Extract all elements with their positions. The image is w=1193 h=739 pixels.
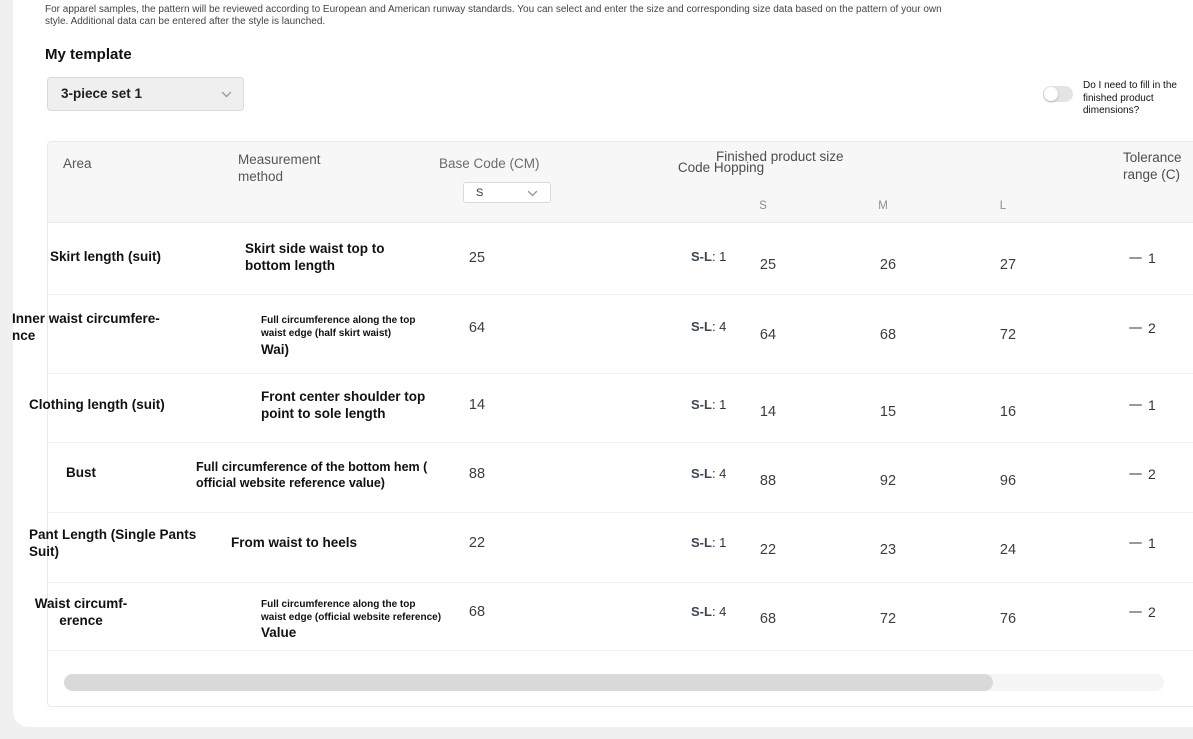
template-select[interactable]: 3-piece set 1 <box>47 77 244 111</box>
base-code-select[interactable]: S <box>463 182 551 203</box>
size-s-value: 22 <box>759 542 777 558</box>
horizontal-scrollbar-thumb[interactable] <box>64 674 993 691</box>
horizontal-scrollbar-track[interactable] <box>64 674 1164 691</box>
tolerance-value[interactable]: 2 <box>1148 466 1156 482</box>
measurement-method-extra: Value <box>261 625 297 640</box>
area-label: Inner waist circumfere-nce <box>12 311 160 343</box>
col-header-measurement-method: Measurement method <box>238 152 321 184</box>
size-l-value: 96 <box>999 473 1017 489</box>
measurement-method-note: Full circumference along the top waist e… <box>261 599 442 623</box>
dash-icon <box>1129 327 1142 329</box>
size-l-value: 27 <box>999 257 1017 273</box>
table-row: Clothing length (suit) Front center shou… <box>29 373 1193 442</box>
code-hopping-value: S-L: 1 <box>691 249 727 264</box>
toggle-label: Do I need to fill in the finished produc… <box>1083 80 1177 116</box>
col-header-finished-product-size: Finished product size <box>716 149 844 164</box>
tolerance-value[interactable]: 2 <box>1148 604 1156 620</box>
measurement-method: Skirt side waist top to bottom length <box>245 241 385 273</box>
code-hopping-value: S-L: 1 <box>691 535 727 550</box>
base-code-value[interactable]: 22 <box>468 535 486 551</box>
table-row: Pant Length (Single Pants Suit) From wai… <box>29 512 1193 582</box>
col-header-tolerance: Tolerance range (C) <box>1123 150 1182 182</box>
tolerance-value[interactable]: 1 <box>1148 250 1156 266</box>
col-subheader-size-s: S <box>759 200 767 212</box>
table-row: Waist circumf-erence Full circumference … <box>35 582 1193 651</box>
table-row: Inner waist circumfere-nce Full circumfe… <box>12 294 1193 373</box>
size-m-value: 23 <box>879 542 897 558</box>
size-s-value: 25 <box>759 257 777 273</box>
code-hopping-value: S-L: 4 <box>691 466 727 481</box>
measurement-method-note: Full circumference along the top waist e… <box>261 315 416 339</box>
table-row: Bust Full circumference of the bottom he… <box>48 442 1193 512</box>
measurement-method: Full circumference of the bottom hem ( o… <box>196 460 428 490</box>
size-l-value: 72 <box>999 327 1017 343</box>
size-s-value: 14 <box>759 404 777 420</box>
code-hopping-value: S-L: 1 <box>691 397 727 412</box>
tolerance-value[interactable]: 1 <box>1148 535 1156 551</box>
area-label: Clothing length (suit) <box>29 397 165 412</box>
dash-icon <box>1129 257 1142 259</box>
code-hopping-value: S-L: 4 <box>691 319 727 334</box>
col-header-area: Area <box>63 156 92 171</box>
template-select-value: 3-piece set 1 <box>61 86 143 101</box>
page-title: My template <box>45 46 132 63</box>
base-code-value[interactable]: 14 <box>468 397 486 413</box>
area-label: Pant Length (Single Pants Suit) <box>29 527 197 559</box>
tolerance-value[interactable]: 2 <box>1148 320 1156 336</box>
size-m-value: 72 <box>879 611 897 627</box>
dash-icon <box>1129 473 1142 475</box>
intro-text: For apparel samples, the pattern will be… <box>45 4 942 27</box>
base-code-select-value: S <box>476 187 484 199</box>
size-l-value: 24 <box>999 542 1017 558</box>
dash-icon <box>1129 542 1142 544</box>
size-l-value: 16 <box>999 404 1017 420</box>
dash-icon <box>1129 611 1142 613</box>
content-card: For apparel samples, the pattern will be… <box>12 0 1193 727</box>
dash-icon <box>1129 404 1142 406</box>
size-l-value: 76 <box>999 611 1017 627</box>
col-subheader-size-l: L <box>999 200 1007 212</box>
toggle-knob <box>1044 87 1058 101</box>
col-subheader-size-m: M <box>878 200 888 212</box>
base-code-value[interactable]: 25 <box>468 250 486 266</box>
size-m-value: 15 <box>879 404 897 420</box>
area-label: Waist circumf-erence <box>34 596 128 628</box>
measurement-method: From waist to heels <box>231 535 358 550</box>
size-m-value: 26 <box>879 257 897 273</box>
size-m-value: 92 <box>879 473 897 489</box>
col-header-base-code: Base Code (CM) <box>439 156 540 171</box>
size-m-value: 68 <box>879 327 897 343</box>
table-header: Area Measurement method Base Code (CM) S… <box>48 142 1193 223</box>
base-code-value[interactable]: 64 <box>468 320 486 336</box>
area-label: Skirt length (suit) <box>50 249 161 264</box>
measurement-method: Front center shoulder top point to sole … <box>261 389 426 421</box>
code-hopping-value: S-L: 4 <box>691 604 727 619</box>
table-row: Skirt length (suit) Skirt side waist top… <box>48 223 1193 294</box>
finished-dimensions-toggle[interactable] <box>1043 86 1073 102</box>
measurement-method-extra: Wai) <box>261 342 289 357</box>
size-s-value: 64 <box>759 327 777 343</box>
base-code-value[interactable]: 88 <box>468 466 486 482</box>
area-label: Bust <box>66 465 96 480</box>
tolerance-value[interactable]: 1 <box>1148 397 1156 413</box>
size-template-table: Area Measurement method Base Code (CM) S… <box>12 141 1193 707</box>
chevron-down-icon <box>221 89 232 100</box>
size-s-value: 68 <box>759 611 777 627</box>
size-s-value: 88 <box>759 473 777 489</box>
chevron-down-icon <box>527 188 538 199</box>
col-header-code-hopping: Code Hopping <box>677 160 765 175</box>
base-code-value[interactable]: 68 <box>468 604 486 620</box>
